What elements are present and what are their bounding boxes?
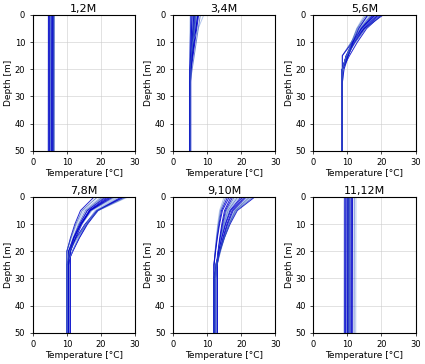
X-axis label: Temperature [°C]: Temperature [°C] — [45, 169, 123, 178]
Title: 5,6M: 5,6M — [351, 4, 378, 14]
Y-axis label: Depth [m]: Depth [m] — [285, 60, 294, 106]
X-axis label: Temperature [°C]: Temperature [°C] — [326, 351, 403, 360]
Title: 7,8M: 7,8M — [70, 186, 98, 196]
X-axis label: Temperature [°C]: Temperature [°C] — [185, 351, 263, 360]
Y-axis label: Depth [m]: Depth [m] — [4, 242, 13, 288]
X-axis label: Temperature [°C]: Temperature [°C] — [326, 169, 403, 178]
Y-axis label: Depth [m]: Depth [m] — [144, 60, 153, 106]
X-axis label: Temperature [°C]: Temperature [°C] — [45, 351, 123, 360]
X-axis label: Temperature [°C]: Temperature [°C] — [185, 169, 263, 178]
Title: 11,12M: 11,12M — [344, 186, 385, 196]
Title: 3,4M: 3,4M — [210, 4, 238, 14]
Title: 9,10M: 9,10M — [207, 186, 241, 196]
Y-axis label: Depth [m]: Depth [m] — [285, 242, 294, 288]
Y-axis label: Depth [m]: Depth [m] — [144, 242, 153, 288]
Y-axis label: Depth [m]: Depth [m] — [4, 60, 13, 106]
Title: 1,2M: 1,2M — [70, 4, 97, 14]
